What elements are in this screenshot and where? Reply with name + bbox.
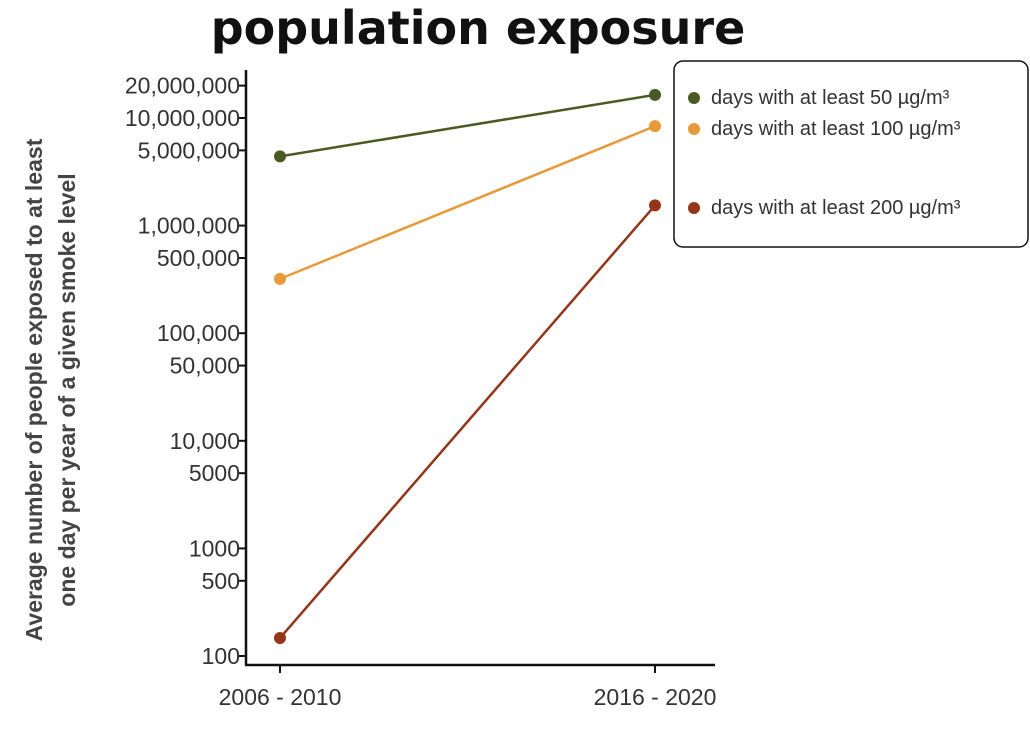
y-tick-label: 500,000: [157, 245, 240, 271]
legend-marker: [688, 123, 700, 135]
legend-label: days with at least 100 µg/m³: [711, 118, 961, 140]
series-line: [279, 93, 656, 158]
legend-item: days with at least 50 µg/m³: [688, 87, 950, 109]
data-point: [274, 272, 286, 285]
y-axis-label-line-1: Average number of people exposed to at l…: [21, 138, 47, 641]
legend: days with at least 50 µg/m³ days with at …: [673, 60, 1029, 248]
y-tick-label: 50,000: [170, 353, 240, 379]
y-axis-label: Average number of people exposed to at l…: [21, 138, 80, 641]
y-tick-label: 10,000: [170, 428, 240, 454]
y-axis-label-line-2: one day per year of a given smoke level: [54, 173, 80, 606]
series-1: [274, 120, 661, 285]
y-tick-label: 1000: [189, 535, 240, 561]
y-tick-label: 100,000: [157, 320, 240, 346]
x-tick-label: 2016 - 2020: [594, 684, 717, 710]
series-line: [279, 204, 656, 639]
legend-item: days with at least 200 µg/m³: [688, 197, 961, 219]
data-point: [649, 120, 661, 133]
y-tick-label: 500: [202, 568, 240, 594]
y-tick-label: 10,000,000: [125, 105, 240, 131]
y-tick-label: 1,000,000: [138, 213, 240, 239]
legend-marker: [688, 202, 700, 214]
x-tick-label: 2006 - 2010: [219, 684, 342, 710]
series-line: [279, 124, 656, 281]
legend-label: days with at least 50 µg/m³: [711, 87, 950, 109]
data-point: [274, 631, 286, 644]
data-point: [274, 150, 286, 163]
y-tick-label: 5,000,000: [138, 137, 240, 163]
legend-marker: [688, 92, 700, 104]
data-point: [649, 88, 661, 101]
chart-title: population exposure: [211, 1, 746, 55]
series-0: [274, 88, 661, 163]
legend-box: [673, 60, 1029, 248]
legend-item: days with at least 100 µg/m³: [688, 118, 961, 140]
y-tick-label: 100: [202, 643, 240, 669]
y-tick-label: 5000: [189, 460, 240, 486]
legend-label: days with at least 200 µg/m³: [711, 197, 961, 219]
series-2: [274, 199, 661, 644]
data-point: [649, 199, 661, 212]
y-tick-label: 20,000,000: [125, 73, 240, 99]
